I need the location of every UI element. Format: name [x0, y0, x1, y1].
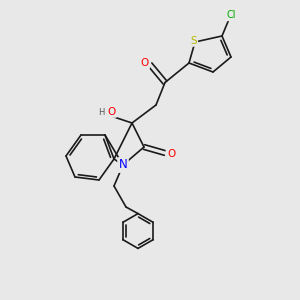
Text: S: S [190, 35, 197, 46]
Text: O: O [107, 106, 116, 117]
Text: O: O [140, 58, 149, 68]
Text: O: O [167, 148, 175, 159]
Text: H: H [98, 108, 105, 117]
Text: Cl: Cl [226, 10, 236, 20]
Text: N: N [118, 158, 127, 172]
